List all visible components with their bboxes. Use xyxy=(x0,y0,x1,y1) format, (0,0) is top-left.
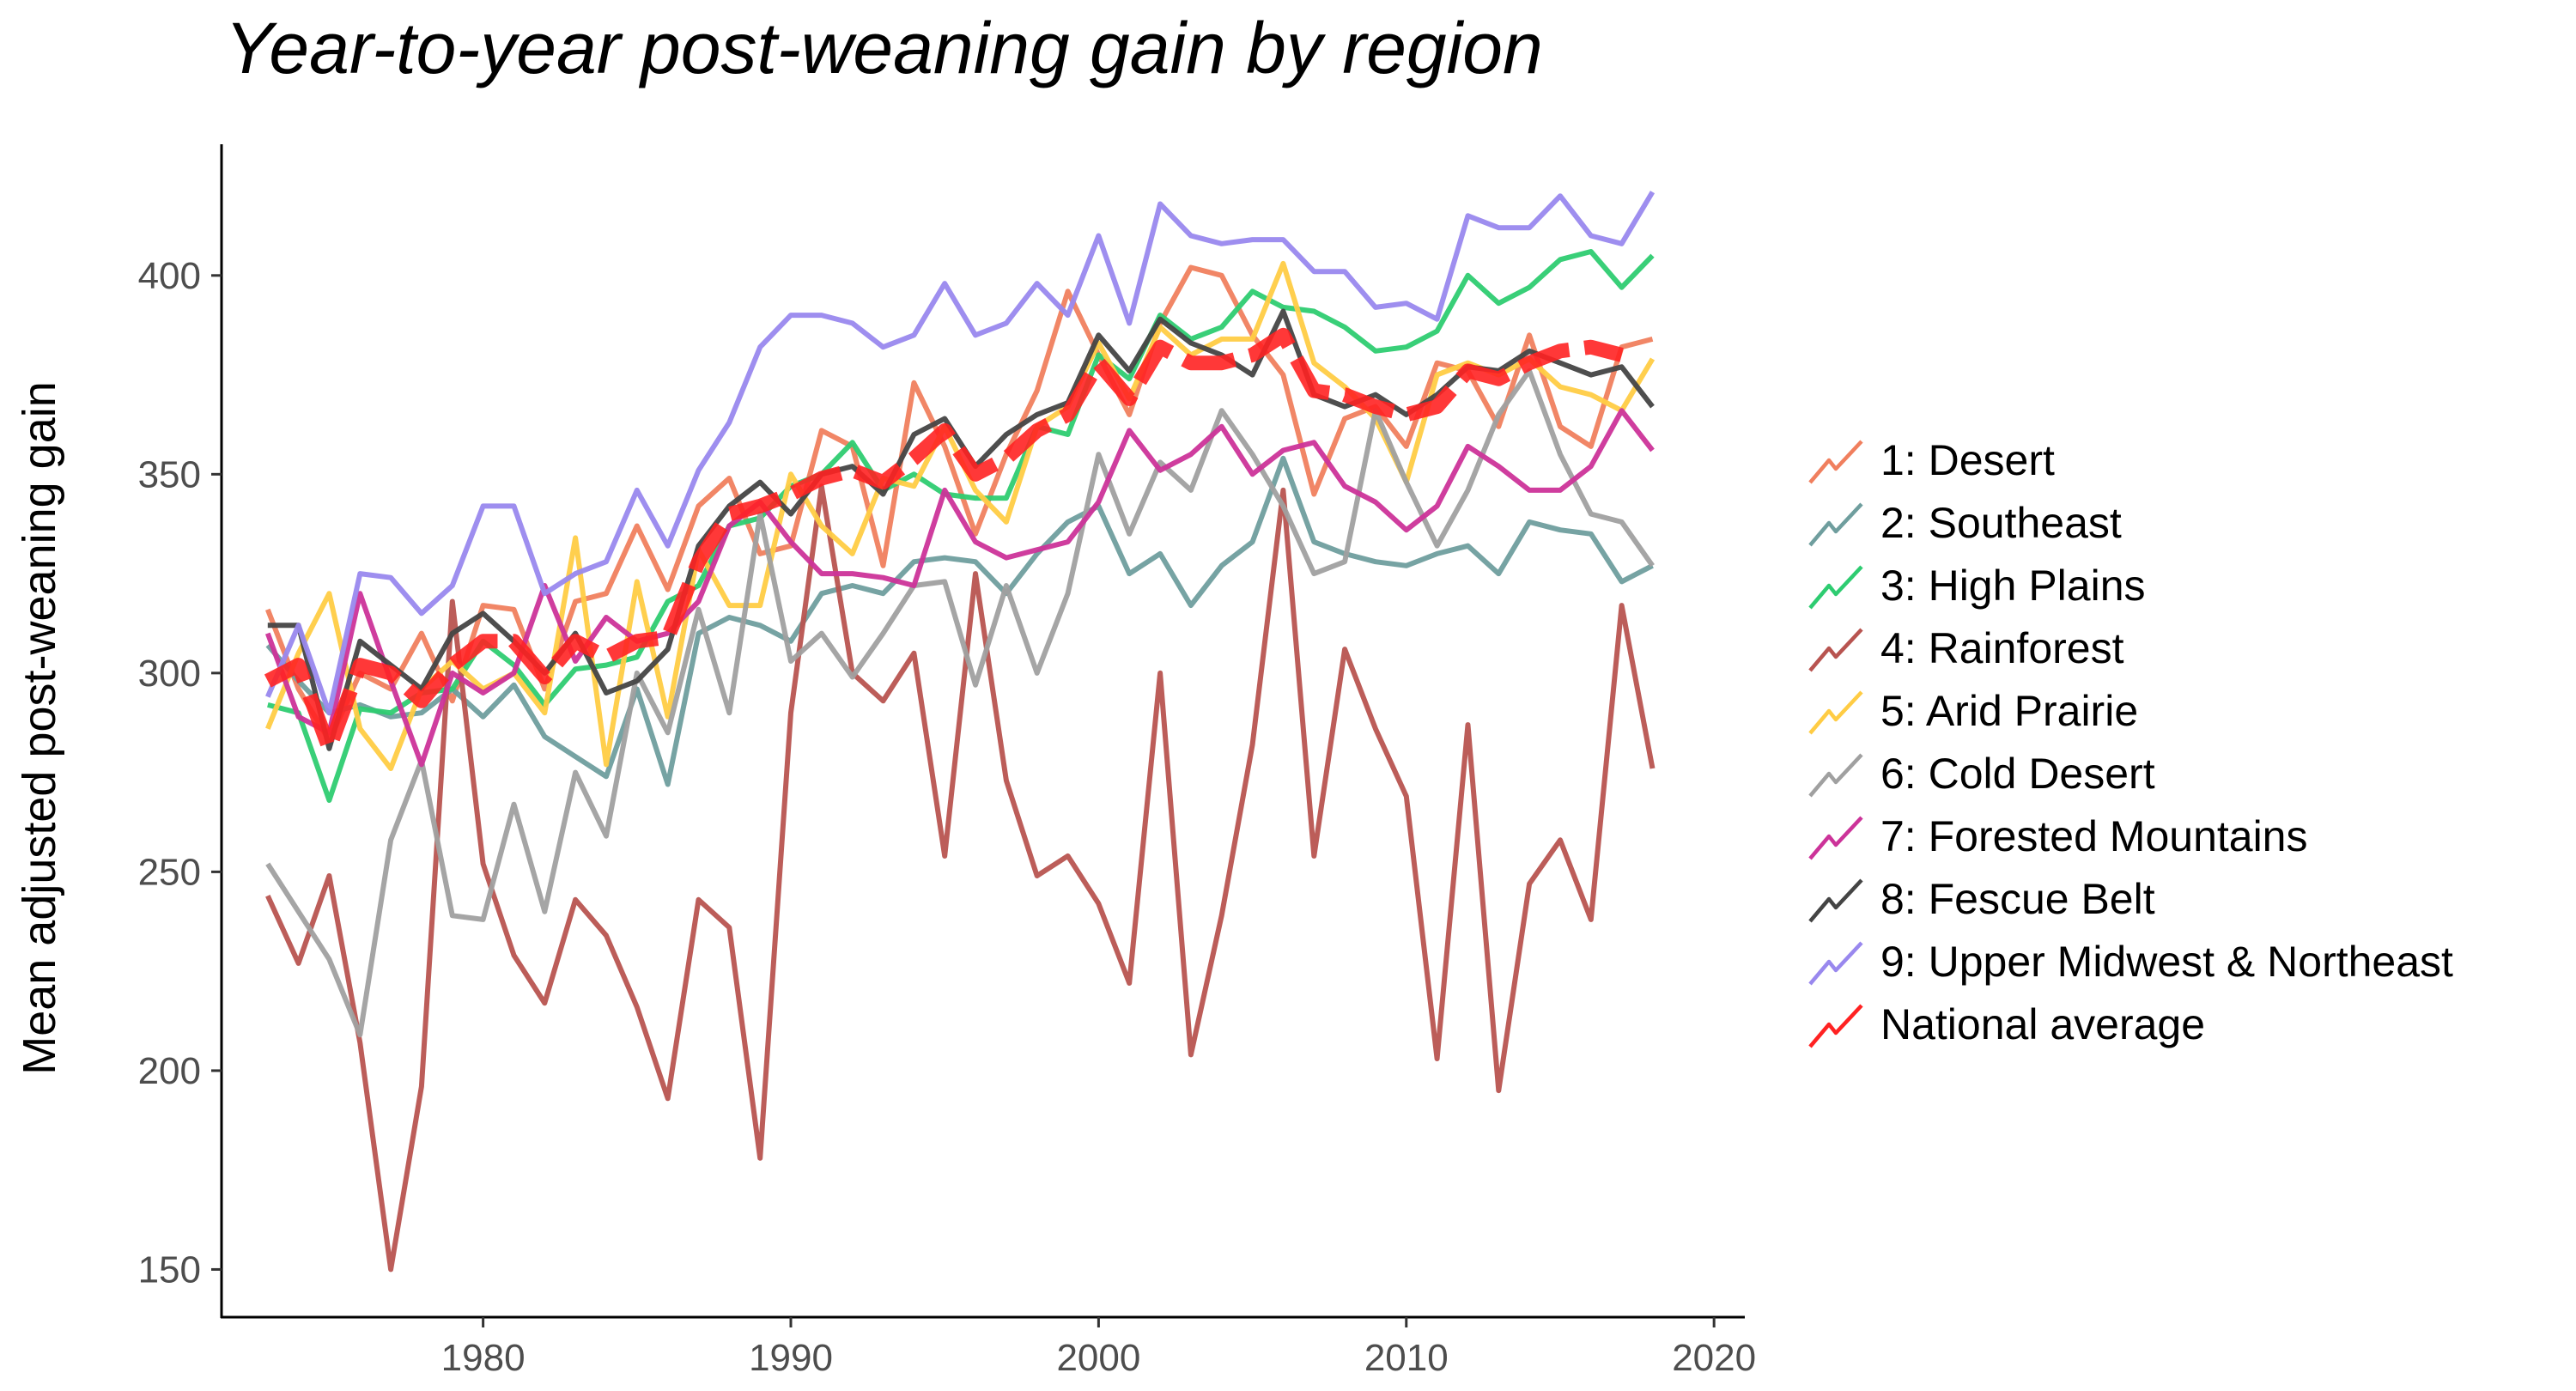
series-line-national-average xyxy=(264,327,1624,756)
legend-label: National average xyxy=(1880,1000,2205,1048)
legend-key-4-rainforest xyxy=(1808,628,1863,672)
legend-key-2-southeast xyxy=(1808,502,1863,547)
legend-label: 9: Upper Midwest & Northeast xyxy=(1880,938,2453,986)
legend-key-5-arid-prairie xyxy=(1808,690,1863,735)
legend-item-4-rainforest: 4: Rainforest xyxy=(1808,624,2124,672)
x-tick-label: 2010 xyxy=(1364,1337,1449,1379)
legend-label: 6: Cold Desert xyxy=(1880,750,2155,798)
y-tick-label: 150 xyxy=(138,1248,201,1291)
legend-key-7-forested-mountains xyxy=(1808,816,1863,860)
legend-item-5-arid-prairie: 5: Arid Prairie xyxy=(1808,687,2138,735)
legend-item-3-high-plains: 3: High Plains xyxy=(1808,562,2146,610)
axes-layer xyxy=(220,144,1745,1319)
series-layer xyxy=(264,191,1656,1273)
legend-item-2-southeast: 2: Southeast xyxy=(1808,499,2122,547)
legend-item-national-average: National average xyxy=(1808,1000,2205,1048)
legend-key-national-average xyxy=(1808,1004,1863,1048)
legend-label: 2: Southeast xyxy=(1880,499,2122,547)
y-tick-label: 400 xyxy=(138,255,201,297)
legend: 1: Desert 2: Southeast 3: High Plains 4: Ra… xyxy=(1808,436,2453,1048)
y-tick-label: 300 xyxy=(138,653,201,695)
legend-label: 5: Arid Prairie xyxy=(1880,687,2138,735)
legend-item-7-forested-mountains: 7: Forested Mountains xyxy=(1808,812,2308,860)
x-tick-label: 1990 xyxy=(749,1337,833,1379)
y-tick-label: 250 xyxy=(138,851,201,893)
x-tick-label: 1980 xyxy=(441,1337,526,1379)
series-line-2-southeast xyxy=(265,455,1654,787)
x-tick-label: 2000 xyxy=(1056,1337,1140,1379)
x-tick-label: 2020 xyxy=(1672,1337,1756,1379)
series-line-4-rainforest xyxy=(265,483,1656,1273)
legend-label: 1: Desert xyxy=(1880,436,2055,484)
legend-key-8-fescue-belt xyxy=(1808,878,1863,923)
legend-label: 3: High Plains xyxy=(1880,562,2146,610)
legend-item-9-upper-midwest-and-northeast: 9: Upper Midwest & Northeast xyxy=(1808,938,2453,986)
legend-label: 7: Forested Mountains xyxy=(1880,812,2308,860)
legend-item-8-fescue-belt: 8: Fescue Belt xyxy=(1808,875,2155,923)
legend-item-1-desert: 1: Desert xyxy=(1808,436,2055,484)
series-line-9-upper-midwest-and-northeast xyxy=(265,191,1656,716)
ticks-layer: 150 200 250 300 350 400 1980 1990 2000 2010 2020 xyxy=(138,255,1757,1379)
legend-label: 8: Fescue Belt xyxy=(1880,875,2155,923)
y-tick-label: 200 xyxy=(138,1050,201,1092)
legend-item-6-cold-desert: 6: Cold Desert xyxy=(1808,750,2155,798)
series-line-3-high-plains xyxy=(267,249,1655,803)
series-line-1-desert xyxy=(265,264,1654,744)
y-axis-title: Mean adjusted post-weaning gain xyxy=(14,381,65,1075)
legend-key-1-desert xyxy=(1808,440,1863,484)
legend-key-9-upper-midwest-and-northeast xyxy=(1808,941,1863,986)
legend-key-3-high-plains xyxy=(1808,565,1863,610)
series-line-6-cold-desert xyxy=(265,367,1655,1038)
y-tick-label: 350 xyxy=(138,453,201,495)
series-line-7-forested-mountains xyxy=(264,408,1655,768)
legend-label: 4: Rainforest xyxy=(1880,624,2124,672)
chart-title: Year-to-year post-weaning gain by region xyxy=(225,8,1543,88)
legend-key-6-cold-desert xyxy=(1808,753,1863,798)
